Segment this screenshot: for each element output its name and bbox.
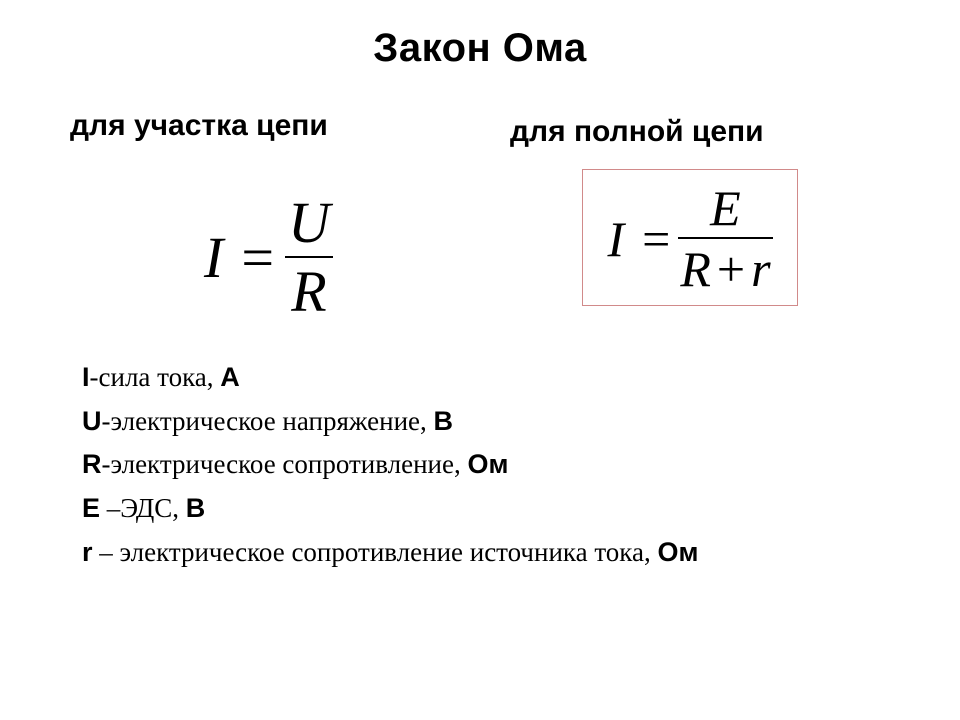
numerator: E — [704, 182, 747, 237]
formula-lhs: I — [204, 224, 233, 291]
fraction: E R+r — [678, 182, 772, 295]
legend-unit: В — [434, 406, 454, 436]
legend-row-R: R-электрическое сопротивление, Ом — [82, 444, 960, 486]
denominator: R — [285, 256, 332, 323]
legend-description: сила тока, — [99, 362, 221, 392]
legend-unit: Ом — [658, 537, 699, 567]
subtitle-full-circuit: для полной цепи — [480, 109, 900, 149]
legend: I-сила тока, А U-электрическое напряжени… — [0, 357, 960, 574]
fraction: U R — [282, 193, 336, 323]
legend-unit: В — [186, 493, 206, 523]
legend-dash: – — [100, 493, 120, 523]
legend-row-r: r – электрическое сопротивление источник… — [82, 532, 960, 574]
legend-description: электрическое сопротивление источника то… — [120, 537, 658, 567]
formula-lhs: I — [607, 210, 634, 268]
equation-full: I = E R+r — [607, 182, 772, 295]
numerator: U — [282, 193, 336, 256]
legend-description: электрическое напряжение, — [111, 406, 434, 436]
legend-symbol: U — [82, 406, 102, 436]
legend-dash: - — [90, 362, 99, 392]
plus-sign: + — [711, 241, 751, 297]
legend-row-I: I-сила тока, А — [82, 357, 960, 399]
legend-dash: - — [102, 406, 111, 436]
legend-description: электрическое сопротивление, — [111, 449, 468, 479]
equals-sign: = — [233, 224, 282, 291]
formula-partial-circuit: I = U R — [60, 169, 480, 323]
subtitle-partial-circuit: для участка цепи — [60, 109, 480, 149]
legend-description: ЭДС, — [120, 493, 185, 523]
denominator-R: R — [680, 241, 711, 297]
legend-dash: - — [102, 449, 111, 479]
formula-full-circuit: I = E R+r — [480, 169, 900, 306]
legend-dash: – — [93, 537, 120, 567]
legend-unit: А — [220, 362, 240, 392]
page-title: Закон Ома — [0, 0, 960, 71]
equation-partial: I = U R — [204, 193, 336, 323]
legend-row-E: Е –ЭДС, В — [82, 488, 960, 530]
legend-symbol: Е — [82, 493, 100, 523]
formula-row: I = U R I = E R+r — [0, 169, 960, 323]
denominator-r: r — [751, 241, 770, 297]
denominator: R+r — [678, 237, 772, 296]
subtitle-row: для участка цепи для полной цепи — [0, 109, 960, 149]
legend-symbol: R — [82, 449, 102, 479]
legend-symbol: r — [82, 537, 93, 567]
legend-unit: Ом — [468, 449, 509, 479]
legend-row-U: U-электрическое напряжение, В — [82, 401, 960, 443]
formula-box: I = E R+r — [582, 169, 797, 306]
equals-sign: = — [634, 210, 678, 268]
legend-symbol: I — [82, 362, 90, 392]
